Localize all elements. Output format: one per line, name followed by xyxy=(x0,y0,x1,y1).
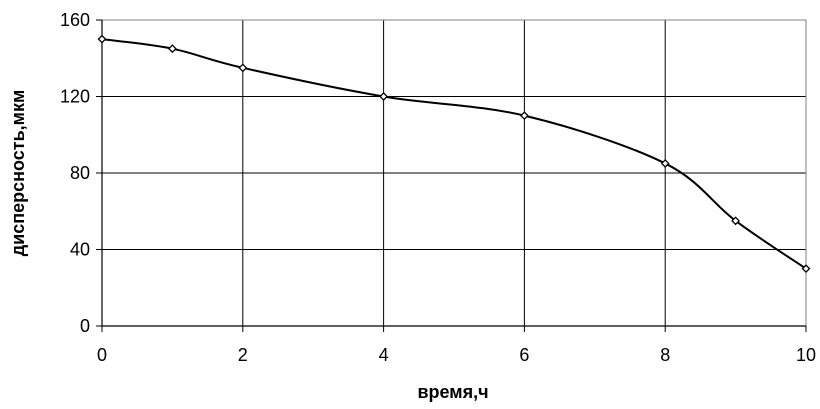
data-point-marker xyxy=(97,34,107,44)
y-tick-label: 120 xyxy=(60,87,90,107)
data-point-marker xyxy=(167,44,177,54)
x-tick-label: 10 xyxy=(796,345,816,365)
grid-lines xyxy=(102,19,807,326)
data-point-marker xyxy=(660,159,670,168)
x-tick-label: 2 xyxy=(238,345,248,365)
x-tick-label: 4 xyxy=(379,345,389,365)
y-tick-label: 0 xyxy=(80,316,90,336)
data-point-marker xyxy=(519,111,529,121)
x-tick-labels: 0 2 4 6 8 10 xyxy=(97,345,816,365)
series-layer xyxy=(97,34,811,274)
data-point-marker xyxy=(238,63,248,73)
y-tick-label: 40 xyxy=(70,240,90,260)
x-tick-label: 8 xyxy=(660,345,670,365)
x-tick-label: 0 xyxy=(97,345,107,365)
x-axis-title: время,ч xyxy=(417,382,488,402)
y-axis-title: дисперсность,мкм xyxy=(8,90,28,257)
y-tick-label: 160 xyxy=(60,10,90,30)
data-point-marker xyxy=(379,92,389,101)
y-tick-labels: 0 40 80 120 160 xyxy=(60,10,90,336)
x-tick-label: 6 xyxy=(519,345,529,365)
y-tick-label: 80 xyxy=(70,163,90,183)
data-point-marker xyxy=(801,264,811,274)
series-line xyxy=(101,38,807,270)
axes xyxy=(96,19,807,332)
data-point-marker xyxy=(731,216,741,226)
